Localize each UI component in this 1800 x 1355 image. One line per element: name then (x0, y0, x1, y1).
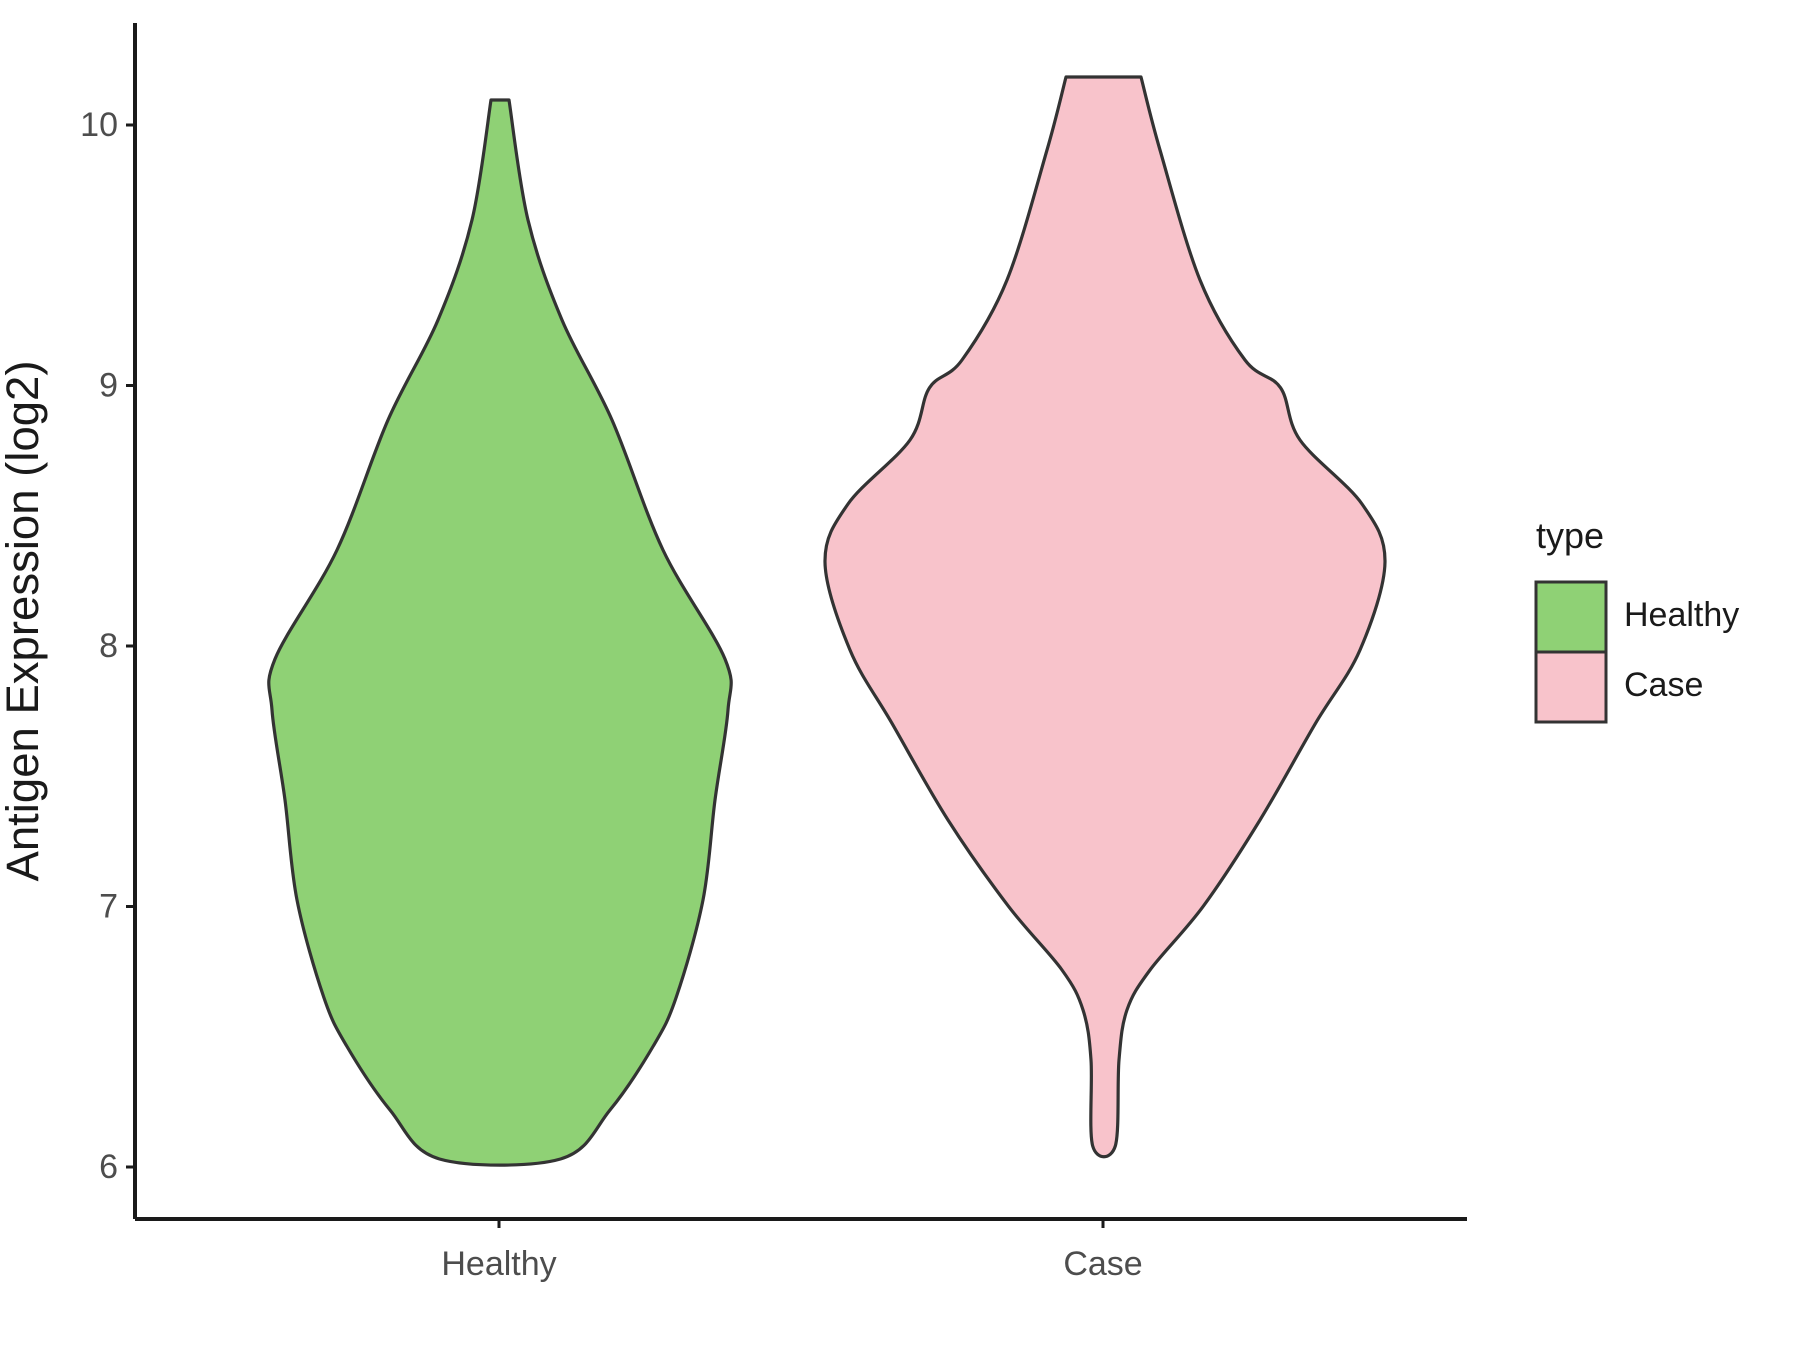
svg-text:Healthy: Healthy (441, 1245, 556, 1283)
svg-text:Case: Case (1063, 1245, 1142, 1283)
svg-text:10: 10 (80, 106, 118, 144)
svg-text:7: 7 (99, 888, 118, 926)
svg-text:9: 9 (99, 367, 118, 405)
svg-text:Antigen Expression (log2): Antigen Expression (log2) (0, 360, 48, 881)
svg-text:6: 6 (99, 1148, 118, 1186)
svg-text:Case: Case (1624, 666, 1703, 704)
svg-text:type: type (1536, 515, 1604, 556)
svg-text:8: 8 (99, 627, 118, 665)
svg-text:Healthy: Healthy (1624, 596, 1739, 634)
